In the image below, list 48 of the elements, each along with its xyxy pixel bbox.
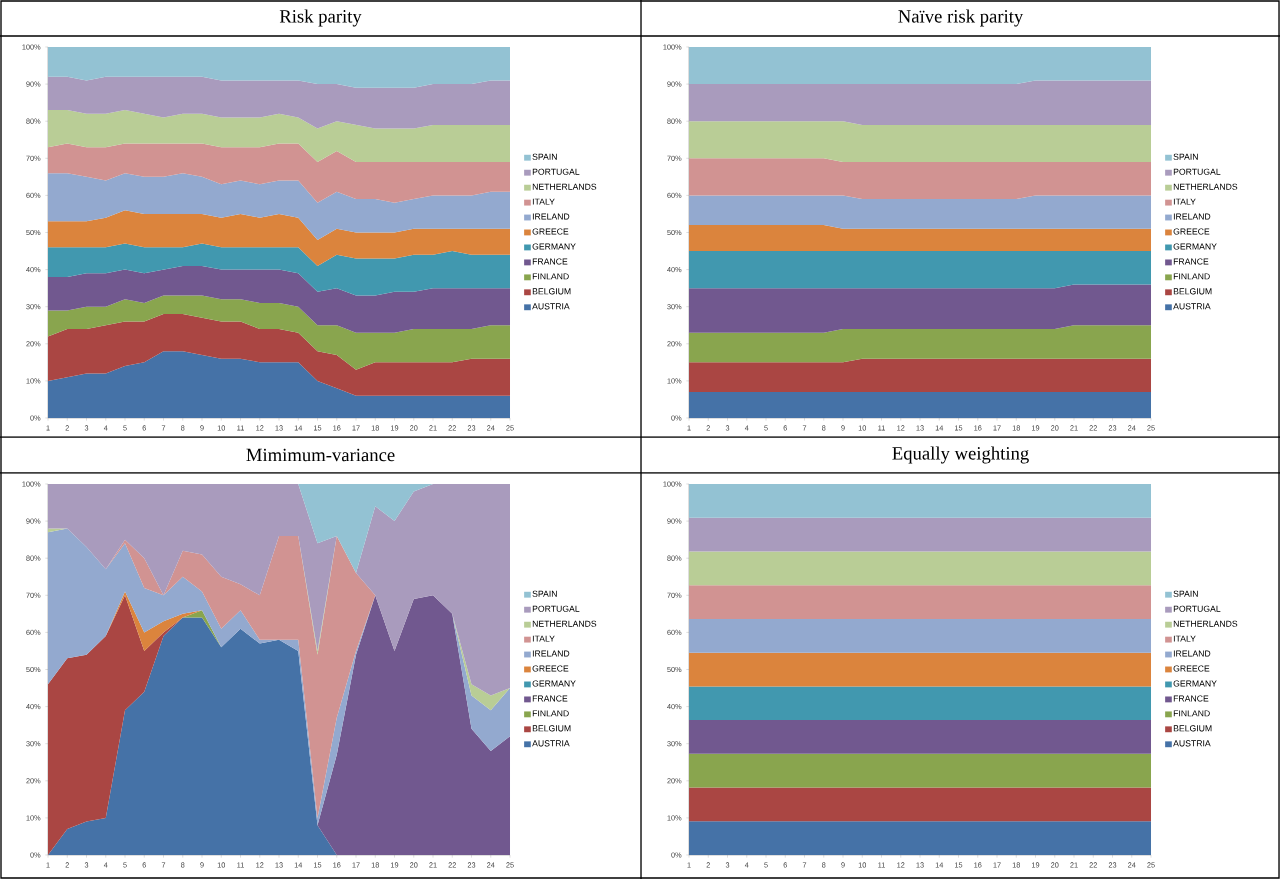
legend-label: AUSTRIA (532, 740, 570, 747)
legend-label: AUSTRIA (1173, 303, 1211, 310)
legend-label: BELGIUM (1173, 288, 1212, 295)
legend-label: ITALY (1173, 198, 1196, 205)
chart-title: Naïve risk parity (898, 9, 1024, 27)
legend-label: SPAIN (532, 590, 557, 597)
legend-label: ITALY (532, 198, 555, 205)
legend-label: SPAIN (1173, 153, 1198, 160)
legend-label: FINLAND (1173, 710, 1210, 717)
legend-label: IRELAND (1173, 213, 1211, 220)
legend-label: GERMANY (532, 243, 576, 250)
legend-label: BELGIUM (532, 288, 571, 295)
legend-label: PORTUGAL (532, 168, 580, 175)
chart-title: Equally weighting (892, 446, 1029, 464)
legend-label: GERMANY (1173, 680, 1217, 687)
legend-label: GERMANY (532, 680, 576, 687)
legend-label: PORTUGAL (532, 605, 580, 612)
legend-label: ITALY (1173, 635, 1196, 642)
legend-label: FINLAND (1173, 273, 1210, 280)
legend-label: FINLAND (532, 710, 569, 717)
legend-label: NETHERLANDS (1173, 620, 1238, 627)
legend-label: AUSTRIA (1173, 740, 1211, 747)
legend-label: PORTUGAL (1173, 605, 1221, 612)
legend-label: FRANCE (1173, 258, 1209, 265)
legend-label: FRANCE (1173, 695, 1209, 702)
legend-label: GREECE (1173, 228, 1210, 235)
legend-label: GREECE (1173, 665, 1210, 672)
legend-label: PORTUGAL (1173, 168, 1221, 175)
legend-label: SPAIN (1173, 590, 1198, 597)
chart-title: Mimimum-variance (246, 448, 395, 462)
chart-title: Risk parity (279, 9, 362, 27)
legend-label: SPAIN (532, 153, 557, 160)
legend-label: NETHERLANDS (532, 620, 597, 627)
legend-label: IRELAND (532, 650, 570, 657)
legend-label: GERMANY (1173, 243, 1217, 250)
legend-label: AUSTRIA (532, 303, 570, 310)
legend-label: IRELAND (532, 213, 570, 220)
legend-label: NETHERLANDS (532, 183, 597, 190)
legend-label: FRANCE (532, 258, 568, 265)
legend-label: BELGIUM (1173, 725, 1212, 732)
legend-label: GREECE (532, 228, 569, 235)
legend-label: FINLAND (532, 273, 569, 280)
legend-label: GREECE (532, 665, 569, 672)
legend-label: FRANCE (532, 695, 568, 702)
legend-label: NETHERLANDS (1173, 183, 1238, 190)
legend-label: IRELAND (1173, 650, 1211, 657)
legend-label: BELGIUM (532, 725, 571, 732)
legend-label: ITALY (532, 635, 555, 642)
